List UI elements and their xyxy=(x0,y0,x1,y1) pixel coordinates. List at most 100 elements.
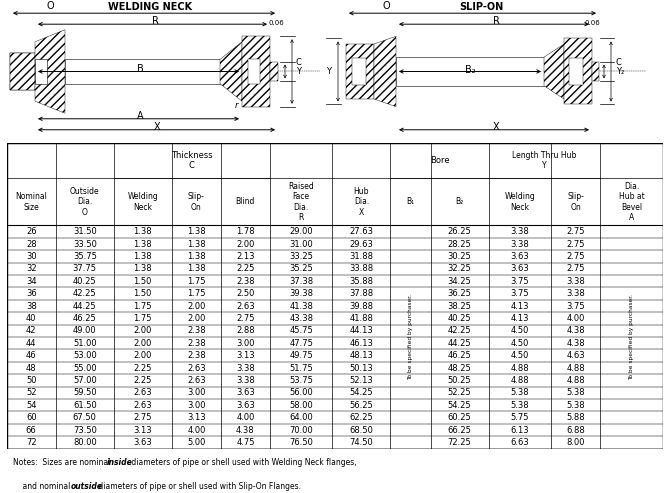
Text: 70.00: 70.00 xyxy=(289,425,313,434)
Bar xyxy=(35,59,47,84)
Bar xyxy=(7,287,663,300)
Text: 1.78: 1.78 xyxy=(236,227,254,236)
Text: 3.13: 3.13 xyxy=(133,425,152,434)
Text: 48.13: 48.13 xyxy=(350,351,374,360)
Bar xyxy=(248,59,260,84)
Bar xyxy=(7,263,663,275)
Text: 2.75: 2.75 xyxy=(236,314,254,323)
Bar xyxy=(7,362,663,374)
Text: 4.88: 4.88 xyxy=(566,363,585,373)
Text: 5.38: 5.38 xyxy=(566,401,585,410)
Bar xyxy=(270,62,278,81)
Text: 46.25: 46.25 xyxy=(448,351,472,360)
Text: 49.75: 49.75 xyxy=(289,351,313,360)
Text: 61.50: 61.50 xyxy=(73,401,97,410)
Text: 4.38: 4.38 xyxy=(566,339,585,348)
Text: B₂: B₂ xyxy=(465,65,476,75)
Text: 3.38: 3.38 xyxy=(511,240,529,248)
Text: 36: 36 xyxy=(26,289,37,298)
Text: 44.25: 44.25 xyxy=(73,302,97,311)
Bar xyxy=(7,399,663,412)
Text: 58.00: 58.00 xyxy=(289,401,313,410)
Text: 54.25: 54.25 xyxy=(350,388,373,397)
Text: 4.38: 4.38 xyxy=(566,326,585,335)
Text: Blind: Blind xyxy=(236,197,255,206)
Text: 52.13: 52.13 xyxy=(350,376,374,385)
Text: 2.38: 2.38 xyxy=(187,351,206,360)
Bar xyxy=(7,374,663,387)
Text: 41.88: 41.88 xyxy=(350,314,374,323)
Text: 53.00: 53.00 xyxy=(73,351,97,360)
Text: WELDING NECK: WELDING NECK xyxy=(108,2,192,12)
Text: 3.75: 3.75 xyxy=(511,289,529,298)
Text: 1.38: 1.38 xyxy=(133,227,152,236)
Text: 32: 32 xyxy=(26,264,37,274)
Text: 5.38: 5.38 xyxy=(511,388,529,397)
Text: 1.75: 1.75 xyxy=(133,314,152,323)
Text: Thickness
C: Thickness C xyxy=(171,151,212,170)
Text: 2.63: 2.63 xyxy=(133,401,152,410)
Text: 8.00: 8.00 xyxy=(566,438,585,447)
Text: Hub
Dia.
X: Hub Dia. X xyxy=(354,187,369,217)
Text: 4.00: 4.00 xyxy=(567,314,585,323)
Text: 59.50: 59.50 xyxy=(73,388,97,397)
Text: 6.13: 6.13 xyxy=(511,425,529,434)
Text: C: C xyxy=(296,58,302,67)
Text: 35.88: 35.88 xyxy=(350,277,374,286)
Text: 4.38: 4.38 xyxy=(236,425,254,434)
Text: 2.63: 2.63 xyxy=(187,363,206,373)
Text: 6.63: 6.63 xyxy=(511,438,529,447)
Text: 34.25: 34.25 xyxy=(448,277,472,286)
Text: 6.88: 6.88 xyxy=(566,425,585,434)
Text: X: X xyxy=(493,122,500,132)
Text: 2.75: 2.75 xyxy=(133,413,152,422)
Text: Raised
Face
Dia.
R: Raised Face Dia. R xyxy=(288,182,314,222)
Text: 57.00: 57.00 xyxy=(73,376,97,385)
Text: 53.75: 53.75 xyxy=(289,376,313,385)
Text: 3.63: 3.63 xyxy=(511,252,529,261)
Text: Slip-
On: Slip- On xyxy=(188,192,204,211)
Text: 1.38: 1.38 xyxy=(187,252,206,261)
Text: 76.50: 76.50 xyxy=(289,438,313,447)
Text: diameters of pipe or shell used with Slip-On Flanges.: diameters of pipe or shell used with Sli… xyxy=(96,482,301,491)
Text: 74.50: 74.50 xyxy=(350,438,374,447)
Text: 46.25: 46.25 xyxy=(73,314,97,323)
Text: 42.25: 42.25 xyxy=(73,289,97,298)
Text: Dia.
Hub at
Bevel
A: Dia. Hub at Bevel A xyxy=(619,182,644,222)
Text: 42.25: 42.25 xyxy=(448,326,472,335)
Bar xyxy=(10,53,35,90)
Bar xyxy=(592,62,599,81)
Text: 2.13: 2.13 xyxy=(236,252,254,261)
Text: 35.75: 35.75 xyxy=(73,252,97,261)
Text: 2.50: 2.50 xyxy=(236,289,254,298)
Text: 72.25: 72.25 xyxy=(448,438,472,447)
Text: 51.00: 51.00 xyxy=(73,339,97,348)
Text: 3.13: 3.13 xyxy=(236,351,254,360)
Text: O: O xyxy=(382,1,390,11)
Text: 31.50: 31.50 xyxy=(73,227,97,236)
Text: X: X xyxy=(154,122,161,132)
Text: C: C xyxy=(616,58,622,67)
Text: 48.25: 48.25 xyxy=(448,363,472,373)
Text: 52: 52 xyxy=(26,388,37,397)
Text: 3.63: 3.63 xyxy=(236,401,255,410)
Text: Bore: Bore xyxy=(430,156,450,165)
Text: 44.25: 44.25 xyxy=(448,339,472,348)
Bar xyxy=(7,412,663,424)
Text: 50: 50 xyxy=(26,376,37,385)
Text: B₂: B₂ xyxy=(456,197,464,206)
Text: 28: 28 xyxy=(26,240,37,248)
Text: 2.00: 2.00 xyxy=(236,240,254,248)
Text: 2.00: 2.00 xyxy=(134,326,152,335)
Bar xyxy=(7,300,663,312)
Text: SLIP-ON: SLIP-ON xyxy=(459,2,503,12)
Bar xyxy=(569,58,583,85)
Text: 2.38: 2.38 xyxy=(236,277,254,286)
Text: 1.38: 1.38 xyxy=(133,240,152,248)
Text: 3.38: 3.38 xyxy=(566,277,585,286)
Text: 39.88: 39.88 xyxy=(350,302,374,311)
Text: 48: 48 xyxy=(26,363,37,373)
Text: 2.75: 2.75 xyxy=(566,252,585,261)
Text: 30: 30 xyxy=(26,252,37,261)
Text: 38: 38 xyxy=(26,302,37,311)
